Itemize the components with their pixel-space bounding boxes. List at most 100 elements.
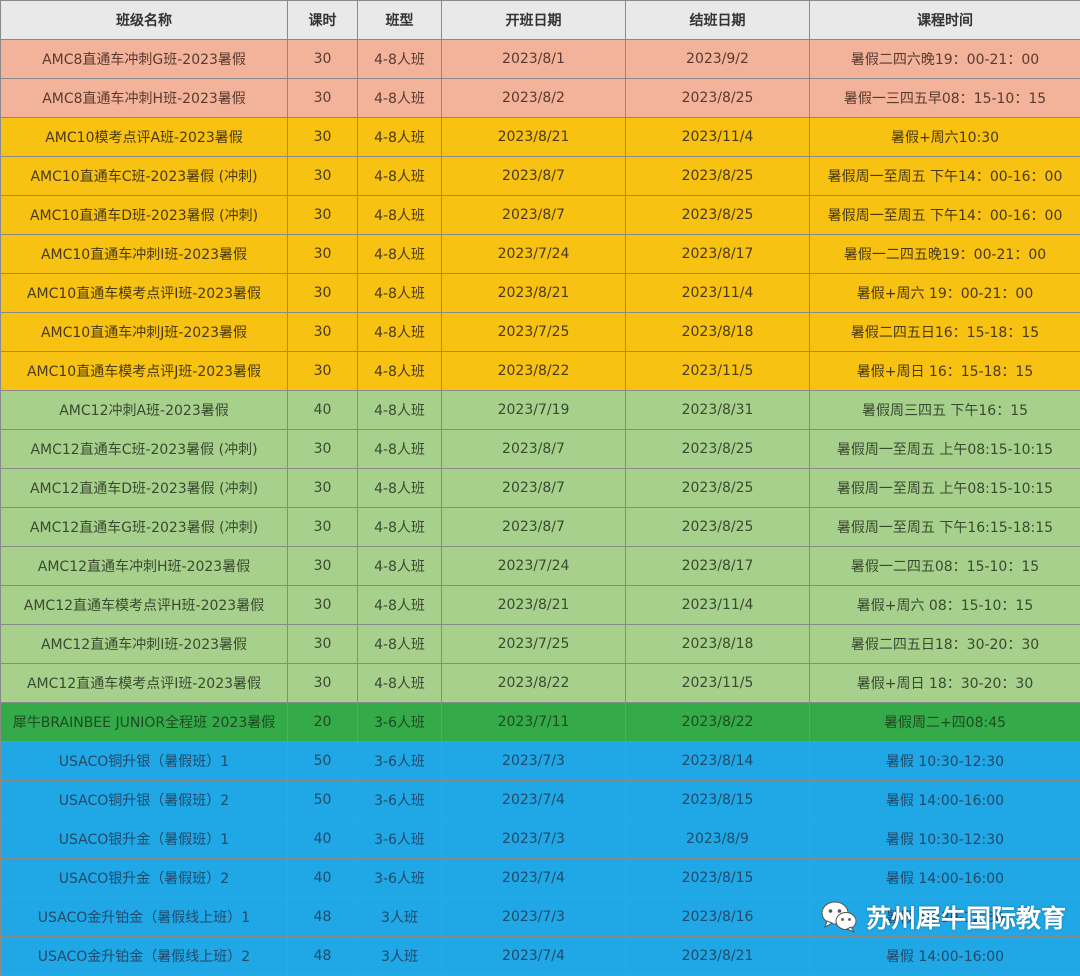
cell-class-name: 犀牛BRAINBEE JUNIOR全程班 2023暑假 [1,703,288,742]
cell-hours: 30 [288,508,358,547]
cell-course-time: 暑假周一至周五 上午08:15-10:15 [810,469,1080,508]
cell-class-type: 4-8人班 [358,352,442,391]
cell-class-name: USACO银升金（暑假班）1 [1,820,288,859]
cell-class-type: 4-8人班 [358,469,442,508]
cell-start-date: 2023/8/7 [442,157,626,196]
cell-class-name: AMC12直通车G班-2023暑假 (冲刺) [1,508,288,547]
cell-hours: 50 [288,781,358,820]
watermark: 苏州犀牛国际教育 [820,899,1066,935]
cell-hours: 30 [288,235,358,274]
cell-hours: 30 [288,157,358,196]
cell-course-time: 暑假周一至周五 下午16:15-18:15 [810,508,1080,547]
cell-course-time: 暑假周三四五 下午16：15 [810,391,1080,430]
cell-hours: 30 [288,313,358,352]
cell-class-name: AMC8直通车冲刺H班-2023暑假 [1,79,288,118]
cell-class-type: 4-8人班 [358,196,442,235]
cell-class-type: 3-6人班 [358,703,442,742]
cell-start-date: 2023/8/22 [442,664,626,703]
cell-class-type: 3-6人班 [358,742,442,781]
cell-hours: 30 [288,469,358,508]
cell-class-type: 3人班 [358,898,442,937]
table-header: 班级名称 课时 班型 开班日期 结班日期 课程时间 [1,1,1080,40]
cell-start-date: 2023/7/4 [442,781,626,820]
cell-class-name: AMC10直通车D班-2023暑假 (冲刺) [1,196,288,235]
cell-end-date: 2023/9/2 [626,40,810,79]
cell-end-date: 2023/8/25 [626,196,810,235]
cell-hours: 30 [288,664,358,703]
cell-start-date: 2023/7/3 [442,898,626,937]
cell-hours: 48 [288,898,358,937]
cell-start-date: 2023/7/4 [442,859,626,898]
watermark-text: 苏州犀牛国际教育 [866,899,1066,935]
cell-end-date: 2023/8/25 [626,430,810,469]
cell-start-date: 2023/7/11 [442,703,626,742]
cell-class-type: 4-8人班 [358,625,442,664]
cell-course-time: 暑假二四六晚19：00-21：00 [810,40,1080,79]
cell-class-name: AMC12直通车模考点评I班-2023暑假 [1,664,288,703]
header-start-date: 开班日期 [442,1,626,40]
cell-course-time: 暑假+周六 08：15-10：15 [810,586,1080,625]
cell-end-date: 2023/8/18 [626,625,810,664]
cell-end-date: 2023/11/5 [626,352,810,391]
cell-end-date: 2023/8/17 [626,547,810,586]
cell-hours: 30 [288,40,358,79]
cell-class-name: AMC10直通车模考点评J班-2023暑假 [1,352,288,391]
cell-course-time: 暑假 14:00-16:00 [810,781,1080,820]
cell-hours: 30 [288,352,358,391]
cell-hours: 30 [288,196,358,235]
cell-start-date: 2023/8/2 [442,79,626,118]
cell-course-time: 暑假 10:30-12:30 [810,742,1080,781]
header-course-time: 课程时间 [810,1,1080,40]
cell-hours: 30 [288,625,358,664]
cell-class-name: AMC12冲刺A班-2023暑假 [1,391,288,430]
header-class-name: 班级名称 [1,1,288,40]
cell-start-date: 2023/8/7 [442,430,626,469]
cell-course-time: 暑假+周六10:30 [810,118,1080,157]
cell-start-date: 2023/7/3 [442,820,626,859]
cell-hours: 40 [288,859,358,898]
cell-start-date: 2023/8/21 [442,274,626,313]
cell-course-time: 暑假周二+四08:45 [810,703,1080,742]
cell-hours: 20 [288,703,358,742]
cell-start-date: 2023/8/21 [442,118,626,157]
cell-start-date: 2023/8/1 [442,40,626,79]
header-row: 班级名称 课时 班型 开班日期 结班日期 课程时间 [1,1,1080,40]
cell-start-date: 2023/7/25 [442,625,626,664]
cell-class-name: USACO金升铂金（暑假线上班）1 [1,898,288,937]
cell-end-date: 2023/8/22 [626,703,810,742]
cell-start-date: 2023/7/25 [442,313,626,352]
cell-course-time: 暑假+周日 16：15-18：15 [810,352,1080,391]
cell-class-type: 4-8人班 [358,313,442,352]
cell-class-name: USACO银升金（暑假班）2 [1,859,288,898]
cell-class-type: 4-8人班 [358,664,442,703]
cell-class-name: AMC10直通车冲刺J班-2023暑假 [1,313,288,352]
cell-class-type: 4-8人班 [358,157,442,196]
cell-hours: 30 [288,79,358,118]
cell-course-time: 暑假一二四五08：15-10：15 [810,547,1080,586]
cell-end-date: 2023/11/4 [626,586,810,625]
cell-class-name: AMC12直通车冲刺H班-2023暑假 [1,547,288,586]
cell-course-time: 暑假一二四五晚19：00-21：00 [810,235,1080,274]
cell-end-date: 2023/8/15 [626,859,810,898]
cell-hours: 30 [288,547,358,586]
cell-start-date: 2023/8/21 [442,586,626,625]
cell-class-name: AMC12直通车模考点评H班-2023暑假 [1,586,288,625]
cell-class-type: 4-8人班 [358,508,442,547]
cell-start-date: 2023/7/24 [442,547,626,586]
cell-class-type: 4-8人班 [358,430,442,469]
wechat-icon [820,900,858,934]
